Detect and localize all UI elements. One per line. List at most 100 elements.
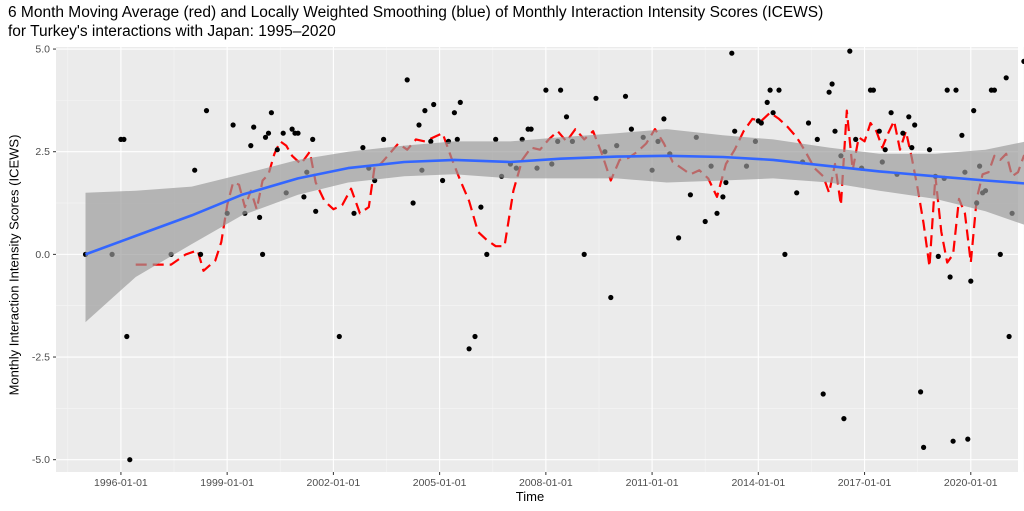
x-tick-label: 2014-01-01: [731, 477, 785, 489]
data-point: [926, 147, 933, 153]
data-point: [758, 120, 764, 126]
data-point: [543, 87, 549, 93]
chart-title: 6 Month Moving Average (red) and Locally…: [8, 3, 823, 41]
data-point: [581, 251, 587, 257]
data-point: [882, 147, 888, 153]
data-point: [676, 235, 682, 241]
data-point: [997, 251, 1003, 257]
data-point: [262, 134, 269, 140]
loess-line: [85, 154, 1024, 256]
data-point: [301, 194, 307, 200]
data-point: [192, 167, 198, 173]
x-tick-label: 2005-01-01: [413, 477, 467, 489]
data-point: [230, 122, 236, 128]
x-tick-label: 2008-01-01: [519, 477, 573, 489]
data-point: [853, 136, 859, 142]
x-axis-label: Time: [515, 489, 545, 504]
data-point: [720, 194, 726, 200]
data-point: [466, 346, 472, 352]
data-point: [428, 138, 434, 144]
data-point: [935, 253, 941, 259]
data-point: [622, 93, 629, 99]
data-point: [888, 110, 894, 116]
data-point: [829, 81, 835, 87]
x-tick-label: 1996-01-01: [94, 477, 148, 489]
data-point: [313, 208, 319, 214]
x-tick-label: 2002-01-01: [307, 477, 361, 489]
data-point: [251, 124, 257, 130]
data-point: [472, 333, 478, 340]
data-point: [203, 108, 210, 114]
data-point: [702, 218, 708, 225]
data-point: [906, 114, 912, 120]
y-tick-label: -5.0: [32, 454, 50, 466]
data-point: [121, 136, 127, 142]
data-point: [729, 50, 735, 56]
data-point: [947, 274, 953, 280]
data-point: [478, 204, 484, 210]
data-point: [1021, 58, 1024, 64]
x-tick-label: 2011-01-01: [626, 477, 679, 489]
data-point: [1006, 333, 1012, 340]
data-point: [805, 120, 812, 126]
data-point: [782, 251, 788, 257]
data-point: [991, 87, 998, 93]
data-point: [876, 128, 882, 134]
data-point: [687, 192, 694, 198]
data-point: [440, 177, 446, 184]
data-point: [814, 136, 820, 142]
chart-subtitle: for Turkey's interactions with Japan: 19…: [8, 23, 336, 40]
data-point: [918, 389, 924, 395]
y-tick-label: -2.5: [32, 352, 50, 364]
data-point: [457, 99, 463, 105]
data-point: [870, 87, 877, 93]
data-point: [794, 190, 800, 196]
data-point: [950, 438, 956, 444]
data-point: [260, 251, 266, 257]
data-point: [826, 89, 832, 95]
data-point: [310, 136, 316, 142]
y-tick-label: 2.5: [35, 146, 50, 158]
y-tick-label: 5.0: [35, 44, 50, 56]
data-point: [528, 126, 534, 132]
data-point: [558, 87, 564, 93]
y-axis-label: Monthly Interaction Intensity Scores (IC…: [6, 134, 22, 396]
data-point: [410, 200, 416, 206]
data-point: [563, 114, 570, 120]
data-point: [921, 444, 927, 450]
data-point: [968, 278, 974, 284]
data-point: [723, 179, 729, 186]
confidence-ribbon: [85, 129, 1024, 323]
data-point: [608, 294, 614, 301]
data-point: [770, 110, 776, 116]
chart-title-line1: 6 Month Moving Average (red) and Locally…: [8, 4, 824, 21]
data-point: [767, 87, 773, 93]
data-point: [451, 110, 457, 116]
x-tick-label: 2020-01-01: [944, 477, 998, 489]
data-point: [124, 333, 130, 340]
data-point: [1003, 75, 1009, 81]
data-point: [661, 116, 667, 122]
data-point: [404, 77, 410, 83]
data-point: [336, 333, 342, 340]
data-point: [198, 251, 204, 257]
data-point: [900, 130, 906, 136]
data-point: [274, 147, 280, 153]
data-point: [841, 416, 847, 422]
data-point: [268, 110, 274, 116]
data-point: [289, 126, 295, 132]
data-point: [953, 87, 959, 93]
data-point: [764, 99, 770, 105]
data-point: [909, 145, 915, 151]
data-point: [295, 130, 301, 136]
data-point: [381, 136, 387, 142]
data-point: [776, 87, 782, 93]
data-point: [944, 87, 950, 93]
data-point: [847, 48, 853, 54]
data-point: [820, 391, 826, 397]
x-tick-label: 2017-01-01: [838, 477, 892, 489]
data-point: [593, 95, 599, 101]
data-point: [416, 122, 422, 128]
data-point: [965, 436, 971, 442]
